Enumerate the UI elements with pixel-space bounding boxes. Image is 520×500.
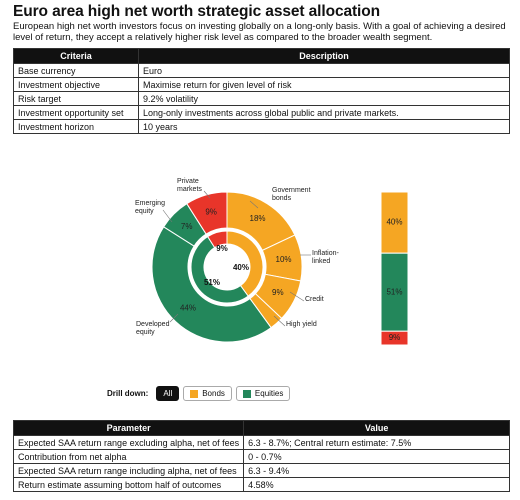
outer-segment-category-label: Government bonds [272,187,311,202]
criteria-cell: Investment objective [13,77,139,92]
stacked-bar-segment [380,330,409,346]
outer-segment-category-label: Inflation-linked [312,250,340,265]
criteria-cell: Risk target [13,91,139,106]
label-line: markets [177,186,202,193]
table-row: Expected SAA return range excluding alph… [12,435,510,450]
table-row: Investment horizon 10 years [13,119,510,134]
outer-segment-category-label: Private markets [177,178,202,193]
description-cell: 10 years [138,119,510,134]
stacked-bar-pct-label: 40% [386,218,402,227]
parameter-cell: Contribution from net alpha [12,449,245,464]
criteria-cell: Investment horizon [13,119,139,134]
label-line: bonds [272,195,292,202]
page-subtitle: European high net worth investors focus … [13,21,506,43]
stacked-bar-segment [380,191,409,254]
outer-segment-pct-label: 44% [180,304,196,313]
criteria-cell: Investment opportunity set [13,105,139,120]
outer-segment-pct-label: 9% [205,207,217,216]
value-cell: 0 - 0.7% [243,449,510,464]
leader-line [169,313,179,323]
value-cell: 6.3 - 9.4% [243,463,510,478]
drilldown-equities-label: Equities [254,389,284,398]
outer-segment-category-label: High yield [286,321,317,328]
drilldown-equities-button[interactable]: Equities [235,386,291,401]
label-line: equity [136,329,155,336]
description-cell: Long-only investments across global publ… [138,105,510,120]
table-row: Expected SAA return range including alph… [12,463,510,478]
drilldown-label: Drill down: [107,389,149,398]
leader-line [249,200,259,209]
outer-segment-pct-label: 10% [276,255,292,264]
equities-swatch [242,389,251,398]
stacked-bar-pct-label: 51% [386,287,402,296]
description-cell: Maximise return for given level of risk [138,77,510,92]
table-row: Contribution from net alpha 0 - 0.7% [12,449,510,464]
table-row: Investment opportunity set Long-only inv… [13,105,510,120]
label-line: High yield [286,321,317,328]
inner-equities-pct-label: 51% [204,278,220,287]
label-line: Emerging [135,200,165,207]
allocation-chart: 40% 51% 9% 18% Government bonds 10% Inflation-l… [135,178,409,346]
label-line: Government [272,187,311,194]
parameter-table: Parameter Value Expected SAA return rang… [12,420,510,492]
label-line: Inflation- [312,250,340,257]
stacked-bar-pct-label: 9% [389,333,401,342]
drilldown-controls: Drill down: All Bonds Equities [107,386,291,401]
criteria-table: Criteria Description Base currency Euro … [13,48,510,134]
outer-segment-category-label: Credit [305,296,324,303]
label-line: linked [312,258,330,265]
bonds-swatch [190,389,199,398]
page-title: Euro area high net worth strategic asset… [13,3,380,20]
table-row: Investment objective Maximise return for… [13,77,510,92]
outer-ring-segment [186,191,228,235]
table-row: Base currency Euro [13,63,510,78]
donut-center [204,244,250,290]
outer-segment-category-label: Developed equity [136,321,170,336]
label-line: Credit [305,296,324,303]
drilldown-bonds-label: Bonds [202,389,225,398]
parameter-cell: Return estimate assuming bottom half of … [12,477,245,492]
drilldown-all-label: All [163,389,173,398]
table-row: Risk target 9.2% volatility [13,91,510,106]
description-cell: 9.2% volatility [138,91,510,106]
outer-segment-pct-label: 9% [272,288,284,297]
outer-segment-category-label: Emerging equity [135,200,165,215]
value-cell: 6.3 - 8.7%; Central return estimate: 7.5… [243,435,510,450]
table-row: Return estimate assuming bottom half of … [12,477,510,492]
value-cell: 4.58% [243,477,510,492]
criteria-header: Criteria [13,48,139,64]
drilldown-bonds-button[interactable]: Bonds [183,386,232,401]
outer-ring-segment [151,226,272,343]
drilldown-all-button[interactable]: All [156,386,180,401]
outer-segment-pct-label: 7% [181,222,193,231]
label-line: equity [135,208,154,215]
leader-line [273,315,286,327]
leader-line [162,209,173,223]
parameter-cell: Expected SAA return range excluding alph… [12,435,245,450]
inner-private-pct-label: 9% [216,244,228,253]
leader-line [289,291,305,302]
label-line: Private [177,178,199,185]
inner-bonds-pct-label: 40% [233,263,249,272]
description-header: Description [138,48,510,64]
inner-ring-segment [207,230,228,249]
parameter-header: Parameter [12,420,245,436]
leader-line [203,190,211,199]
outer-segment-pct-label: 18% [250,214,266,223]
criteria-cell: Base currency [13,63,139,78]
parameter-cell: Expected SAA return range including alph… [12,463,245,478]
stacked-bar-segment [380,252,409,332]
value-header: Value [243,420,510,436]
label-line: Developed [136,321,170,328]
inner-ring-segment [190,235,249,304]
description-cell: Euro [138,63,510,78]
